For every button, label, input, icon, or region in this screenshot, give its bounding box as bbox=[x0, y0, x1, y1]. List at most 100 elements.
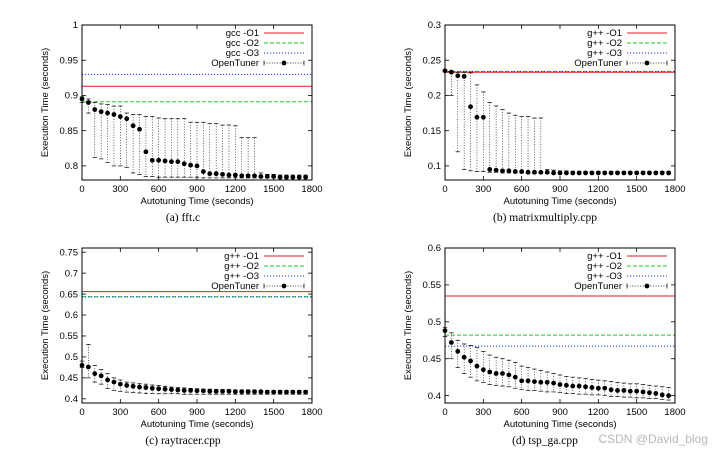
chart-2-point bbox=[258, 389, 264, 395]
chart-1-legend-label-0: g++ -O1 bbox=[587, 28, 622, 39]
chart-1-point bbox=[525, 169, 531, 175]
chart-1-ytick-label: 0.25 bbox=[423, 55, 442, 66]
chart-0-point bbox=[85, 100, 91, 105]
chart-1-point bbox=[595, 170, 601, 176]
chart-1-point bbox=[538, 169, 544, 175]
panel-raytracer: 0.4 0.45 0.5 0.55 0.6 0.65 0.7 0.75 0 300 600 900 12… bbox=[40, 247, 323, 430]
chart-0-legend-marker bbox=[281, 60, 287, 66]
chart-1-point bbox=[557, 170, 563, 176]
chart-3-point bbox=[659, 392, 665, 398]
chart-3-xtick-label: 1800 bbox=[664, 407, 685, 418]
chart-2-point bbox=[92, 371, 98, 377]
chart-3-point bbox=[583, 384, 588, 390]
chart-2-ytick-label: 0.5 bbox=[65, 352, 78, 363]
chart-3-xtick-label: 900 bbox=[552, 407, 568, 418]
caption-matrixmultiply: (b) matrixmultiply.cpp bbox=[493, 212, 597, 224]
chart-2-xtick-label: 1200 bbox=[225, 407, 246, 418]
chart-0-point bbox=[137, 126, 142, 132]
chart-3-point bbox=[608, 387, 614, 393]
chart-1-point bbox=[647, 170, 652, 176]
chart-2-point bbox=[124, 383, 130, 388]
chart-0-point bbox=[156, 157, 162, 163]
chart-3-point bbox=[557, 382, 563, 387]
chart-3-point bbox=[493, 371, 499, 376]
chart-3-point bbox=[525, 378, 531, 384]
chart-1-point bbox=[627, 170, 633, 176]
chart-2-point bbox=[303, 389, 309, 395]
chart-3-xtick-label: 300 bbox=[475, 407, 491, 418]
chart-0-xtick-label: 1200 bbox=[225, 184, 246, 195]
chart-0-point bbox=[271, 174, 277, 179]
chart-0-point bbox=[175, 159, 181, 165]
chart-2-legend-label-2: g++ -O3 bbox=[224, 271, 259, 282]
chart-0-point bbox=[252, 173, 257, 179]
chart-3-legend-label-2: g++ -O3 bbox=[587, 271, 622, 282]
chart-0-point bbox=[213, 171, 219, 177]
chart-2-point bbox=[271, 389, 277, 395]
chart-3-ytick-label: 0.5 bbox=[428, 317, 441, 328]
chart-1-xtick-label: 600 bbox=[514, 184, 530, 195]
chart-2-point bbox=[162, 386, 168, 392]
chart-3-ytick-label: 0.55 bbox=[423, 280, 442, 291]
chart-1-point bbox=[480, 114, 486, 120]
caption-tsp-ga: (d) tsp_ga.cpp bbox=[512, 435, 578, 447]
chart-0-xtick-label: 300 bbox=[112, 184, 128, 195]
chart-3-point bbox=[589, 385, 595, 390]
chart-1-point bbox=[666, 170, 672, 176]
chart-1-frame bbox=[444, 24, 676, 181]
chart-2-ytick-label: 0.4 bbox=[65, 394, 78, 405]
chart-2-xlabel: Autotuning Time (seconds) bbox=[140, 419, 253, 430]
chart-3-point bbox=[538, 379, 544, 385]
chart-0-point bbox=[149, 157, 155, 163]
chart-3-point bbox=[519, 378, 525, 384]
chart-3-legend-marker bbox=[644, 283, 650, 289]
chart-1-xtick-label: 300 bbox=[475, 184, 491, 195]
chart-2-ytick-label: 0.7 bbox=[65, 268, 78, 279]
chart-0-point bbox=[258, 174, 264, 179]
chart-1-point bbox=[570, 170, 576, 176]
chart-3-legend-label-opentuner: OpenTuner bbox=[574, 281, 622, 292]
chart-0-point bbox=[124, 116, 130, 122]
chart-0-ytick-label: 0.95 bbox=[60, 55, 79, 66]
chart-1-point bbox=[634, 170, 640, 176]
chart-0-legend-label-opentuner: OpenTuner bbox=[211, 58, 259, 69]
chart-1-point bbox=[640, 170, 646, 176]
chart-2-point bbox=[175, 387, 181, 393]
chart-2-point bbox=[220, 388, 225, 394]
chart-3-point bbox=[595, 385, 601, 391]
chart-3-ylabel: Execution Time (seconds) bbox=[403, 271, 414, 380]
chart-1-xlabel: Autotuning Time (seconds) bbox=[503, 196, 616, 207]
chart-3-point bbox=[615, 388, 620, 393]
chart-1-point bbox=[532, 169, 537, 175]
chart-2-point bbox=[226, 388, 232, 394]
chart-0-xlabel: Autotuning Time (seconds) bbox=[140, 196, 253, 207]
chart-1-ytick-label: 0.2 bbox=[428, 91, 441, 102]
chart-0-ytick-label: 0.8 bbox=[65, 161, 78, 172]
chart-0-point bbox=[92, 107, 98, 112]
chart-1-point bbox=[468, 104, 473, 110]
chart-0-point bbox=[143, 149, 149, 155]
chart-1-legend-label-2: g++ -O3 bbox=[587, 48, 622, 59]
chart-3-point bbox=[653, 391, 659, 396]
chart-1-point bbox=[448, 69, 454, 75]
chart-0-xtick-label: 900 bbox=[189, 184, 205, 195]
chart-3-xtick-label: 600 bbox=[514, 407, 530, 418]
chart-3-point bbox=[544, 379, 550, 385]
chart-0-point bbox=[264, 174, 270, 179]
chart-2-ytick-label: 0.75 bbox=[60, 247, 79, 258]
watermark-text: CSDN @David_blog bbox=[598, 432, 708, 446]
chart-2-point bbox=[200, 388, 206, 394]
caption-raytracer: (c) raytracer.cpp bbox=[145, 435, 221, 447]
chart-2-point bbox=[117, 381, 123, 387]
chart-2-xtick-label: 1800 bbox=[301, 407, 322, 418]
chart-3-point bbox=[512, 374, 518, 380]
chart-1-ytick-label: 0.1 bbox=[428, 161, 441, 172]
chart-0-point bbox=[181, 161, 187, 167]
chart-0-point bbox=[200, 169, 206, 174]
chart-1-point bbox=[500, 168, 505, 174]
chart-3-point bbox=[576, 383, 582, 389]
chart-2-xtick-label: 600 bbox=[151, 407, 167, 418]
chart-3-point bbox=[480, 367, 486, 373]
chart-1-point bbox=[659, 170, 665, 176]
chart-1-point bbox=[551, 170, 557, 176]
